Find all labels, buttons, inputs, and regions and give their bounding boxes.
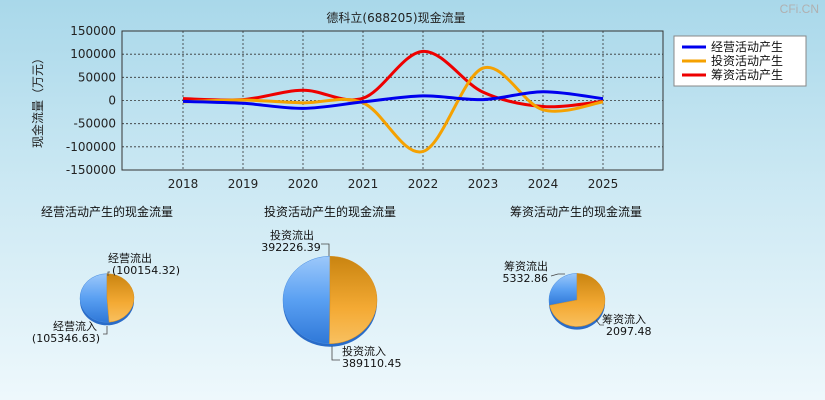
pie-slice-label: 筹资流出 bbox=[504, 259, 548, 273]
x-tick-label: 2020 bbox=[288, 177, 319, 191]
y-tick-label: 50000 bbox=[78, 70, 116, 84]
y-tick-label: 0 bbox=[108, 94, 116, 108]
pie-slice-label: 投资流出 bbox=[270, 228, 314, 242]
pie-leader-line bbox=[331, 346, 340, 361]
x-tick-label: 2018 bbox=[168, 177, 199, 191]
pie-slice-inflow bbox=[79, 273, 110, 323]
line-chart: 德科立(688205)现金流量 150000 100000 50000 0 -50000… bbox=[30, 10, 807, 191]
pie-slice-value: 5332.86 bbox=[503, 272, 549, 285]
x-tick-label: 2021 bbox=[348, 177, 379, 191]
series-line-0 bbox=[182, 90, 604, 110]
y-tick-label: 150000 bbox=[70, 24, 116, 38]
y-axis-ticks: 150000 100000 50000 0 -50000 -100000 -150000 bbox=[66, 24, 116, 177]
x-tick-label: 2025 bbox=[588, 177, 619, 191]
line-chart-title: 德科立(688205)现金流量 bbox=[326, 10, 465, 25]
pie-title: 经营活动产生的现金流量 bbox=[41, 204, 173, 219]
pie-slice-label: 筹资流入 bbox=[602, 312, 646, 326]
pie-leader-line bbox=[107, 271, 110, 276]
pie-leader-line bbox=[321, 243, 330, 256]
legend-label: 筹资活动产生 bbox=[711, 68, 783, 82]
watermark: CFi.CN bbox=[779, 2, 819, 16]
y-tick-label: -150000 bbox=[66, 163, 116, 177]
pie-slice-label: 经营流入 bbox=[53, 319, 97, 333]
x-tick-label: 2024 bbox=[528, 177, 559, 191]
x-tick-label: 2019 bbox=[228, 177, 259, 191]
pie-slice-inflow bbox=[548, 273, 578, 306]
pie-slice-value: 2097.48 bbox=[606, 325, 652, 338]
pie-slice-value: (105346.63) bbox=[32, 332, 100, 345]
legend-label: 经营活动产生 bbox=[711, 40, 783, 54]
pie-title: 筹资活动产生的现金流量 bbox=[510, 204, 642, 219]
pie-slice-label: 经营流出 bbox=[108, 251, 152, 265]
pie-leader-line bbox=[103, 326, 108, 335]
x-tick-label: 2022 bbox=[408, 177, 439, 191]
y-tick-label: -50000 bbox=[73, 117, 116, 131]
series-line-1 bbox=[182, 65, 604, 154]
pie-slice-value: (100154.32) bbox=[112, 264, 180, 277]
pie-slice-label: 投资流入 bbox=[342, 344, 386, 358]
legend-box bbox=[673, 35, 807, 87]
pie-slice-outflow bbox=[329, 256, 378, 344]
pie-title: 投资活动产生的现金流量 bbox=[264, 204, 396, 219]
pie-slice-outflow bbox=[549, 273, 606, 327]
y-tick-label: -100000 bbox=[66, 140, 116, 154]
x-tick-label: 2023 bbox=[468, 177, 499, 191]
x-axis-ticks: 2018 2019 2020 2021 2022 2023 2024 2025 bbox=[168, 177, 619, 191]
y-axis-label: 现金流量（万元） bbox=[30, 52, 45, 148]
pie-leader-line bbox=[595, 319, 604, 326]
pie-leader-line bbox=[550, 273, 565, 277]
pie-slice-value: 389110.45 bbox=[342, 357, 402, 370]
series-lines bbox=[182, 49, 604, 154]
pie-slice-value: 392226.39 bbox=[261, 241, 321, 254]
legend-label: 投资活动产生 bbox=[711, 53, 783, 68]
pie-slice-outflow bbox=[106, 273, 135, 323]
y-tick-label: 100000 bbox=[70, 47, 116, 61]
pie-slice-inflow bbox=[282, 256, 331, 344]
